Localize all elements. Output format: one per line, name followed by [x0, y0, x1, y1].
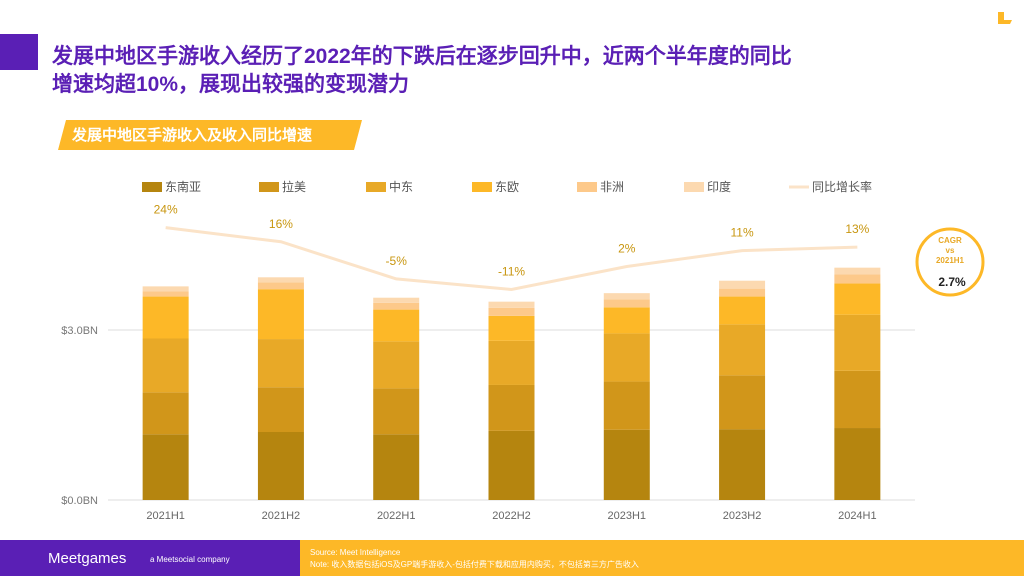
bar-segment — [834, 274, 881, 284]
bar-segment — [142, 434, 189, 500]
bar-segment — [719, 324, 766, 376]
note: Note: 收入数据包括iOS及GP端手游收入-包括付费下载和应用内购买，不包括… — [310, 559, 639, 569]
footer-left — [0, 540, 300, 576]
bar-segment — [142, 338, 189, 393]
source: Source: Meet Intelligence — [310, 548, 401, 557]
legend-label: 东欧 — [495, 180, 519, 194]
title-tab — [0, 34, 38, 70]
brand: Meetgames — [48, 550, 126, 567]
legend-swatch — [684, 182, 704, 192]
bar-segment — [488, 301, 535, 308]
bar-segment — [834, 428, 881, 500]
bar-segment — [719, 288, 766, 297]
bar-segment — [142, 296, 189, 339]
value-label: -11% — [498, 265, 525, 279]
x-tick-label: 2021H1 — [146, 510, 185, 522]
bar-segment — [257, 387, 304, 432]
bar-segment — [373, 341, 420, 389]
footer-right — [300, 540, 1024, 576]
bar-segment — [488, 307, 535, 316]
tagline: a Meetsocial company — [150, 555, 230, 564]
bar-segment — [373, 309, 420, 342]
y-tick-label: $3.0BN — [61, 325, 98, 337]
badge-value: 2.7% — [938, 275, 966, 289]
x-tick-label: 2023H1 — [608, 510, 647, 522]
bar-segment — [719, 280, 766, 289]
bar-segment — [373, 302, 420, 310]
growth-line — [165, 226, 858, 292]
legend-label: 非洲 — [600, 180, 624, 194]
bar-segment — [257, 289, 304, 340]
bar-segment — [373, 434, 420, 500]
bar-segment — [603, 307, 650, 334]
legend-label: 东南亚 — [165, 179, 201, 194]
value-label: 24% — [154, 203, 178, 217]
value-label: 16% — [269, 217, 293, 231]
legend-label: 同比增长率 — [812, 179, 872, 194]
bar-segment — [142, 392, 189, 435]
value-label: 2% — [618, 242, 636, 256]
bar-segment — [603, 381, 650, 430]
bar-segment — [257, 277, 304, 283]
badge-label: 2021H1 — [936, 256, 965, 265]
y-tick-label: $0.0BN — [61, 495, 98, 507]
bar-segment — [257, 282, 304, 290]
legend-swatch — [259, 182, 279, 192]
value-label: -5% — [386, 254, 408, 268]
legend-swatch — [142, 182, 162, 192]
title-line: 发展中地区手游收入经历了2022年的下跌后在逐步回升中，近两个半年度的同比 — [52, 45, 792, 68]
bar-segment — [142, 286, 189, 292]
subtitle: 发展中地区手游收入及收入同比增速 — [71, 126, 312, 144]
badge-label: vs — [946, 246, 955, 255]
bar-segment — [834, 314, 881, 371]
bar-segment — [834, 267, 881, 275]
legend-swatch — [577, 182, 597, 192]
legend-label: 中东 — [389, 179, 413, 194]
legend-swatch — [472, 182, 492, 192]
bar-segment — [257, 432, 304, 500]
bar-segment — [603, 429, 650, 500]
bar-segment — [488, 384, 535, 431]
bar-segment — [488, 430, 535, 500]
legend-label: 拉美 — [282, 179, 306, 194]
bar-segment — [488, 340, 535, 385]
value-label: 11% — [731, 226, 754, 240]
bar-segment — [603, 333, 650, 382]
bar-segment — [834, 283, 881, 315]
bar-segment — [719, 296, 766, 325]
x-tick-label: 2024H1 — [838, 510, 877, 522]
bar-segment — [257, 339, 304, 388]
badge — [915, 227, 985, 297]
x-tick-label: 2023H2 — [723, 510, 762, 522]
x-tick-label: 2022H1 — [377, 510, 416, 522]
badge-label: CAGR — [938, 236, 962, 245]
x-tick-label: 2022H2 — [492, 510, 531, 522]
legend-swatch — [366, 182, 386, 192]
x-tick-label: 2021H2 — [262, 510, 301, 522]
bar-segment — [603, 299, 650, 308]
subtitle-banner — [58, 120, 362, 150]
legend-label: 印度 — [707, 179, 731, 194]
bar-segment — [719, 375, 766, 430]
bar-segment — [373, 297, 420, 303]
bar-segment — [603, 293, 650, 300]
corner-logo — [998, 12, 1012, 24]
bar-segment — [373, 388, 420, 435]
bar-segment — [719, 429, 766, 500]
value-label: 13% — [845, 222, 869, 236]
title-line: 增速均超10%，展现出较强的变现潜力 — [52, 73, 410, 96]
bar-segment — [142, 291, 189, 297]
bar-segment — [834, 370, 881, 429]
bar-segment — [488, 315, 535, 341]
